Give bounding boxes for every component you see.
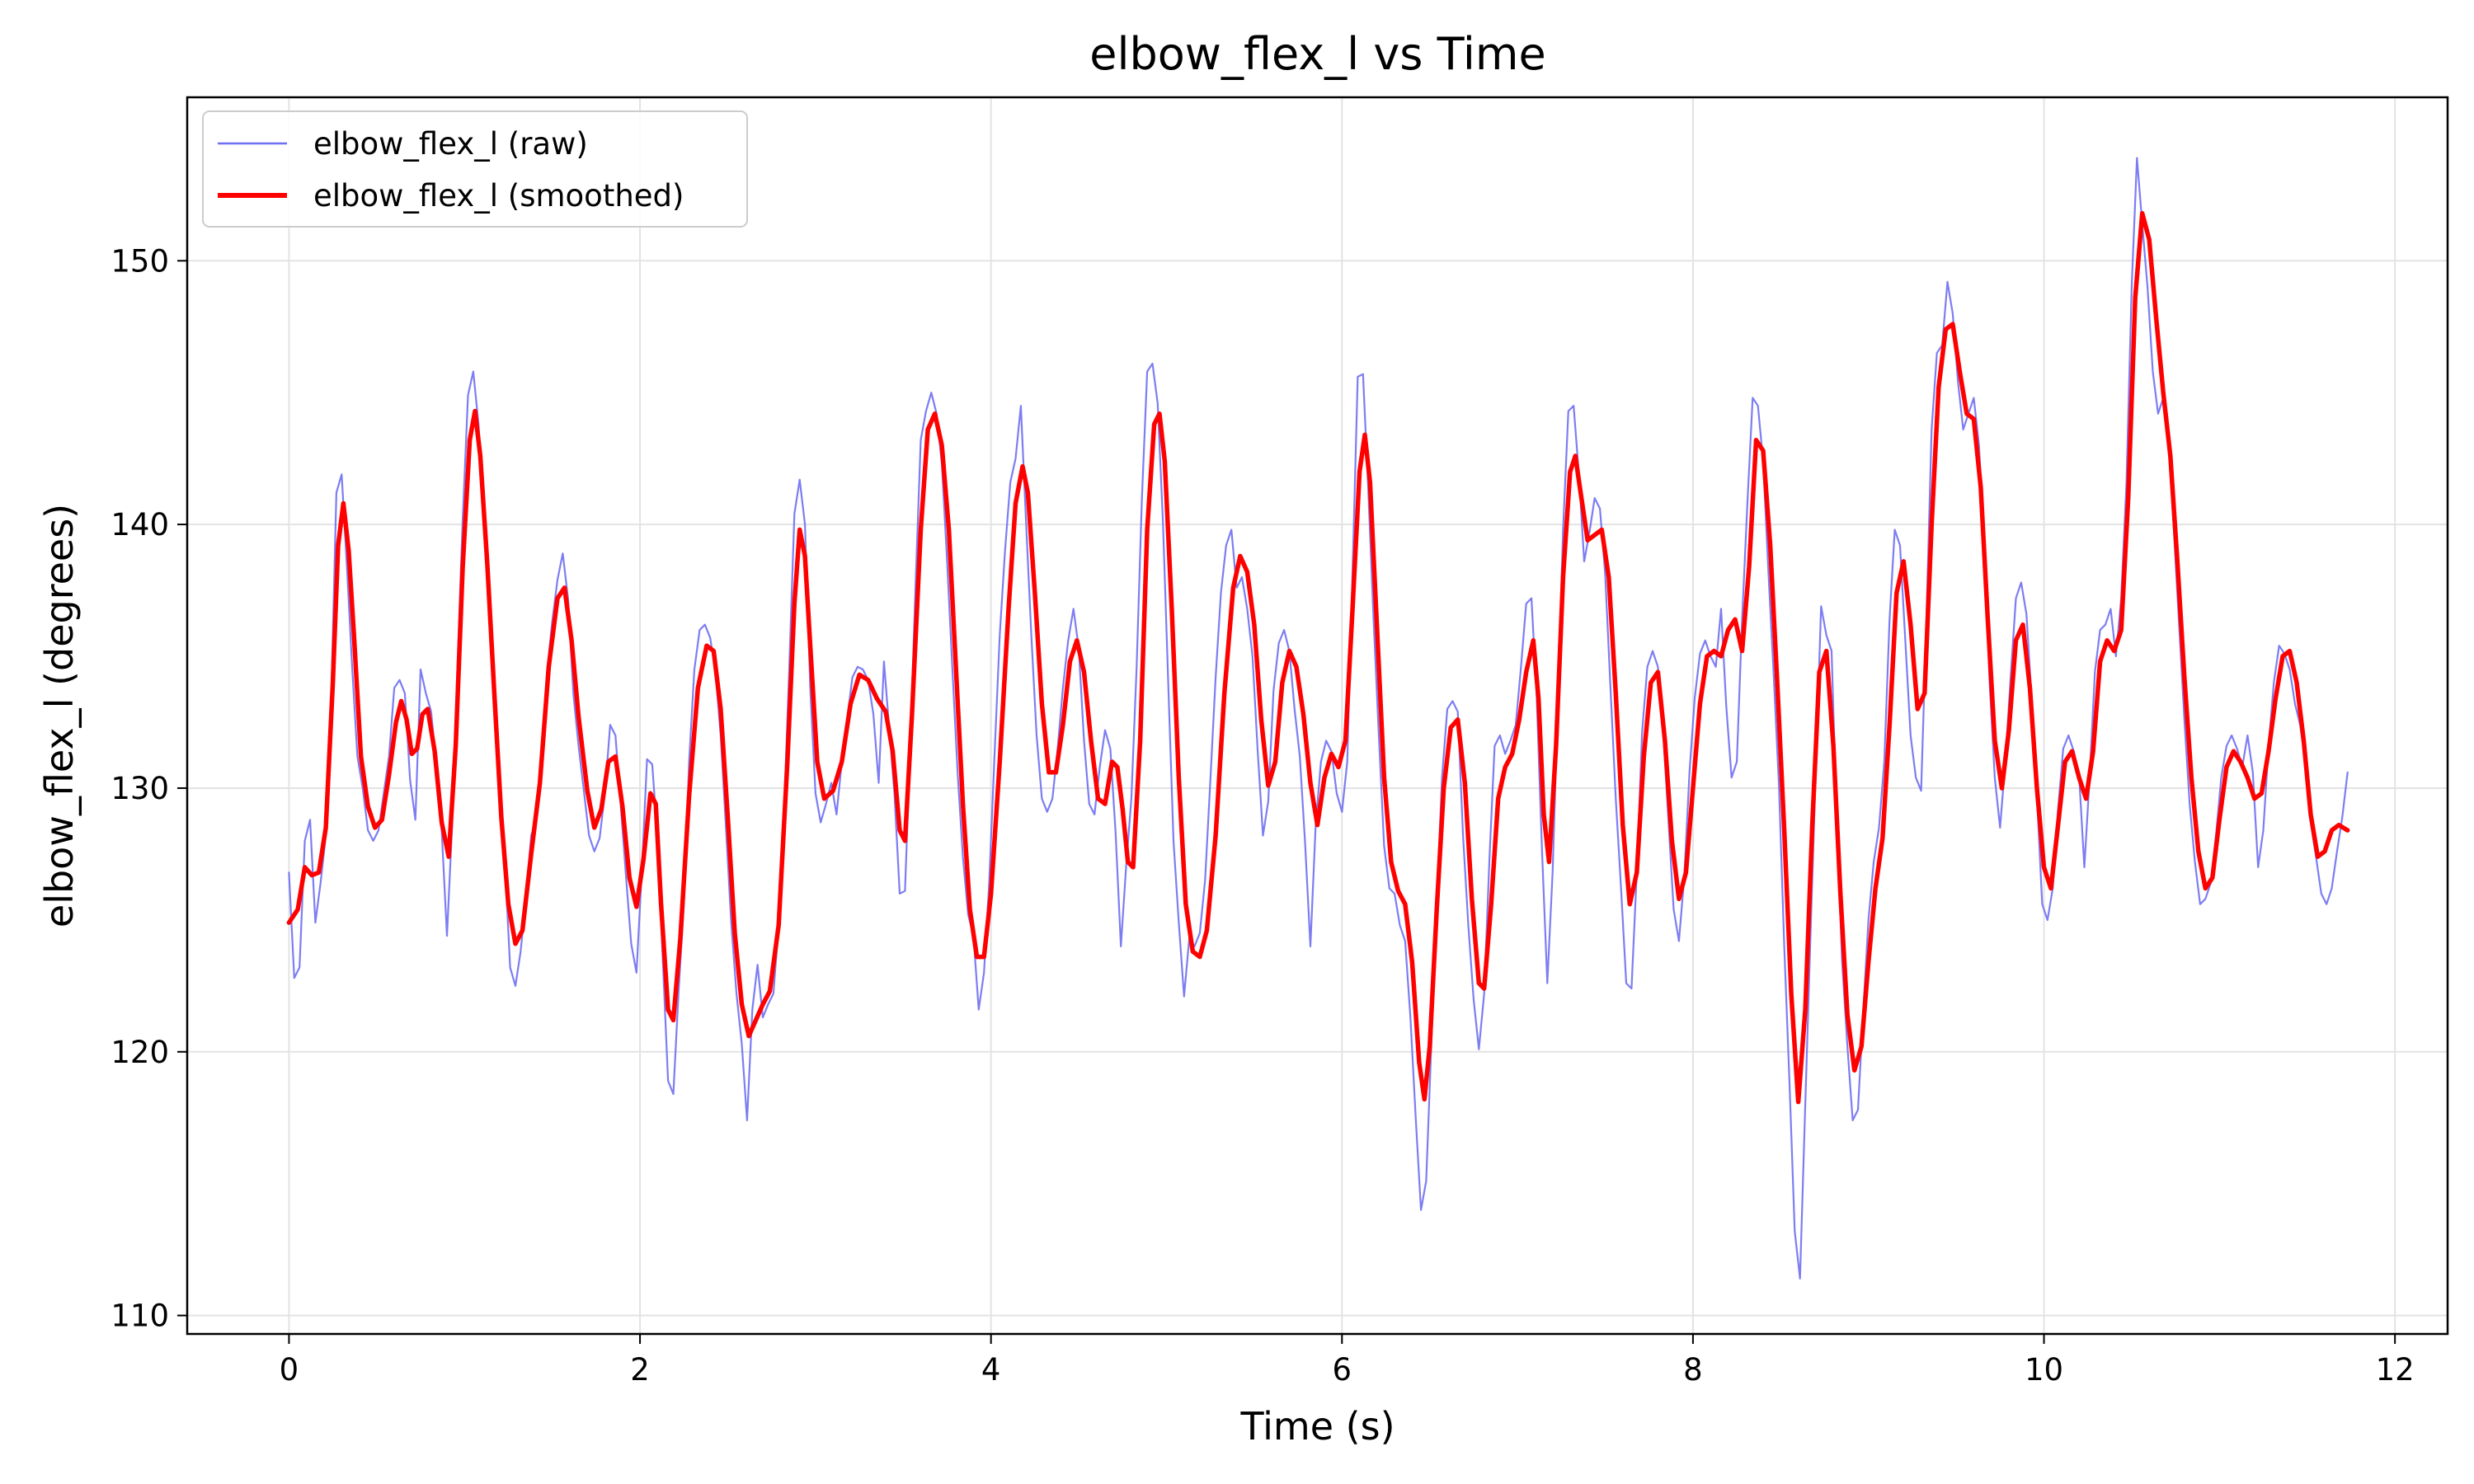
x-tick-label: 10 <box>2025 1352 2063 1388</box>
y-tick-label: 150 <box>111 243 169 279</box>
x-tick-label: 2 <box>630 1352 650 1388</box>
x-tick-label: 4 <box>981 1352 1001 1388</box>
legend: elbow_flex_l (raw) elbow_flex_l (smoothe… <box>202 110 748 228</box>
y-tick-label: 130 <box>111 771 169 806</box>
plot-area-frame <box>186 96 2449 1336</box>
y-axis-label: elbow_flex_l (degrees) <box>37 504 82 928</box>
x-tick-label: 8 <box>1683 1352 1703 1388</box>
chart-title: elbow_flex_l vs Time <box>1089 28 1546 80</box>
axis-ticks: 0 2 4 6 8 10 12 110 120 130 140 150 <box>111 243 2414 1388</box>
legend-label-raw: elbow_flex_l (raw) <box>313 126 588 162</box>
smoothed-series-line <box>286 210 2350 1105</box>
y-tick-label: 120 <box>111 1035 169 1070</box>
series-lines <box>286 157 2350 1280</box>
x-tick-label: 0 <box>280 1352 299 1388</box>
legend-label-smoothed: elbow_flex_l (smoothed) <box>313 178 684 214</box>
x-tick-label: 6 <box>1333 1352 1352 1388</box>
legend-box <box>202 110 748 228</box>
y-tick-label: 140 <box>111 507 169 542</box>
x-tick-label: 12 <box>2376 1352 2415 1388</box>
y-tick-label: 110 <box>111 1298 169 1334</box>
x-axis-label: Time (s) <box>1239 1404 1395 1449</box>
gridlines <box>187 97 2448 1334</box>
